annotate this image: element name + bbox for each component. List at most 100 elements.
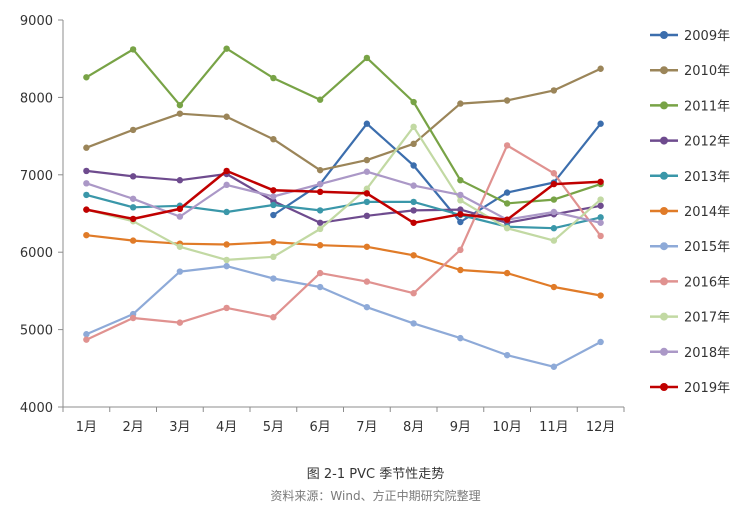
legend-label: 2009年	[684, 29, 730, 44]
legend-swatch-marker	[660, 31, 668, 39]
series-line	[85, 265, 602, 368]
series-2013年	[83, 191, 604, 232]
data-point	[363, 198, 371, 206]
series-line	[272, 122, 602, 224]
data-point	[83, 206, 90, 213]
data-point	[363, 243, 371, 250]
data-point	[597, 219, 604, 226]
data-point	[597, 214, 604, 221]
y-tick-label: 9000	[20, 14, 53, 29]
data-point	[270, 238, 277, 246]
data-point	[270, 193, 277, 200]
x-tick-label: 3月	[169, 420, 190, 435]
y-tick-label: 8000	[20, 91, 53, 106]
data-point	[550, 196, 558, 203]
legend-item: 2015年	[650, 240, 730, 255]
data-point	[223, 181, 230, 189]
legend-swatch-marker	[660, 277, 668, 286]
data-point	[457, 100, 464, 107]
series-2015年	[83, 262, 604, 370]
series-2009年	[270, 120, 604, 226]
x-tick-label: 4月	[216, 420, 237, 435]
legend-swatch-marker	[660, 242, 668, 251]
legend-item: 2009年	[650, 29, 730, 44]
data-point	[363, 120, 371, 127]
data-point	[363, 278, 371, 285]
data-point	[223, 45, 230, 52]
series-layer	[83, 45, 604, 370]
data-point	[550, 225, 558, 232]
data-point	[316, 207, 324, 214]
data-point	[363, 168, 371, 175]
legend-label: 2019年	[684, 381, 730, 396]
data-point	[270, 211, 277, 219]
legend-swatch-marker	[660, 207, 668, 215]
data-point	[457, 206, 464, 213]
data-point	[129, 46, 137, 53]
series-2016年	[83, 142, 604, 343]
legend-item: 2011年	[650, 99, 730, 114]
data-point	[223, 241, 230, 248]
legend-label: 2013年	[684, 170, 730, 185]
x-tick-label: 1月	[76, 420, 97, 435]
data-point	[223, 256, 230, 264]
data-point	[83, 331, 90, 338]
data-point	[316, 96, 324, 103]
data-point	[597, 202, 604, 209]
x-tick-label: 2月	[122, 420, 143, 435]
data-point	[176, 205, 184, 213]
y-tick-label: 7000	[20, 169, 53, 184]
data-point	[223, 262, 230, 270]
data-point	[129, 173, 137, 180]
data-point	[550, 170, 558, 177]
legend-swatch-marker	[660, 347, 668, 356]
data-point	[550, 87, 558, 94]
data-point	[316, 269, 324, 277]
x-tick-label: 9月	[450, 420, 471, 435]
data-point	[176, 177, 184, 184]
data-point	[270, 253, 277, 261]
series-2019年	[83, 167, 604, 226]
data-point	[129, 204, 137, 211]
data-point	[597, 120, 604, 127]
legend-label: 2016年	[684, 275, 730, 290]
legend-swatch-marker	[660, 383, 668, 391]
data-point	[550, 208, 558, 216]
legend-item: 2012年	[650, 135, 730, 150]
data-point	[270, 314, 277, 321]
data-point	[176, 243, 184, 250]
data-point	[223, 113, 230, 120]
legend: 2009年 2010年 2011年 2012年 2013年 2014年 2015年 2016年…	[650, 29, 730, 396]
legend-label: 2015年	[684, 240, 730, 255]
series-line	[86, 125, 602, 261]
data-point	[597, 338, 604, 346]
data-point	[363, 303, 371, 311]
data-point	[503, 269, 511, 277]
data-point	[129, 215, 137, 223]
legend-swatch-marker	[660, 171, 668, 180]
chart-axes: 4000 5000 6000 7000 8000 9000 1月 2月 3月 4月 5月 6月 7月 8月…	[20, 14, 625, 435]
legend-label: 2010年	[684, 64, 730, 79]
data-point	[83, 167, 90, 175]
legend-item: 2019年	[650, 381, 730, 396]
data-point	[316, 166, 324, 174]
data-point	[270, 201, 277, 209]
data-point	[457, 218, 464, 226]
series-line	[86, 169, 601, 225]
data-point	[176, 101, 184, 109]
source-note: 资料来源：Wind、方正中期研究院整理	[270, 489, 481, 503]
data-point	[176, 268, 184, 275]
legend-item: 2016年	[650, 275, 730, 290]
data-point	[597, 178, 604, 185]
x-tick-label: 11月	[539, 420, 569, 435]
data-point	[176, 110, 184, 117]
x-tick-label: 10月	[492, 420, 522, 435]
x-tick-label: 12月	[586, 420, 616, 435]
data-point	[316, 225, 324, 233]
data-point	[316, 283, 324, 291]
data-point	[316, 188, 324, 196]
legend-item: 2010年	[650, 64, 730, 79]
data-point	[503, 142, 511, 149]
data-point	[503, 351, 511, 359]
data-point	[223, 208, 230, 216]
